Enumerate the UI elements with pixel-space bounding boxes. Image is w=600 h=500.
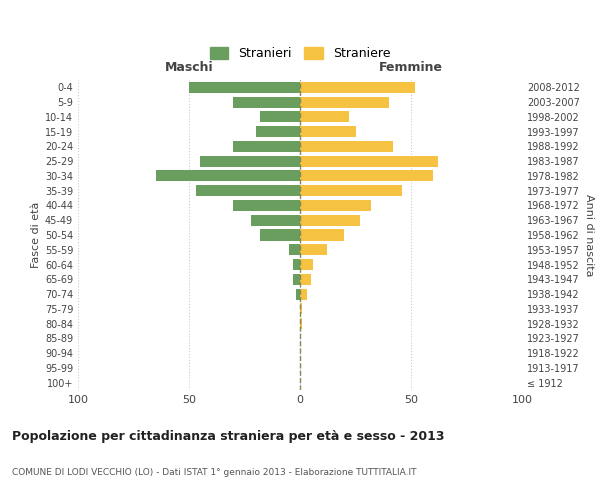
Bar [300, 230, 344, 240]
Bar [233, 96, 300, 108]
Legend: Stranieri, Straniere: Stranieri, Straniere [206, 43, 394, 64]
Bar [300, 200, 371, 211]
Bar [300, 141, 393, 152]
Bar [300, 185, 402, 196]
Text: Maschi: Maschi [164, 61, 214, 74]
Bar [300, 274, 311, 285]
Text: Popolazione per cittadinanza straniera per età e sesso - 2013: Popolazione per cittadinanza straniera p… [12, 430, 445, 443]
Bar [156, 170, 300, 181]
Bar [296, 288, 300, 300]
Bar [300, 82, 415, 93]
Bar [293, 274, 300, 285]
Text: COMUNE DI LODI VECCHIO (LO) - Dati ISTAT 1° gennaio 2013 - Elaborazione TUTTITAL: COMUNE DI LODI VECCHIO (LO) - Dati ISTAT… [12, 468, 416, 477]
Bar [200, 156, 300, 166]
Bar [300, 288, 307, 300]
Bar [260, 230, 300, 240]
Bar [300, 304, 302, 314]
Bar [293, 259, 300, 270]
Bar [300, 170, 433, 181]
Y-axis label: Fasce di età: Fasce di età [31, 202, 41, 268]
Bar [196, 185, 300, 196]
Bar [289, 244, 300, 256]
Bar [300, 244, 326, 256]
Bar [189, 82, 300, 93]
Bar [300, 214, 360, 226]
Bar [300, 156, 437, 166]
Bar [300, 259, 313, 270]
Bar [233, 200, 300, 211]
Bar [233, 141, 300, 152]
Bar [300, 126, 355, 137]
Bar [300, 112, 349, 122]
Bar [300, 318, 302, 329]
Y-axis label: Anni di nascita: Anni di nascita [584, 194, 594, 276]
Text: Femmine: Femmine [379, 61, 443, 74]
Bar [256, 126, 300, 137]
Bar [260, 112, 300, 122]
Bar [300, 96, 389, 108]
Bar [251, 214, 300, 226]
